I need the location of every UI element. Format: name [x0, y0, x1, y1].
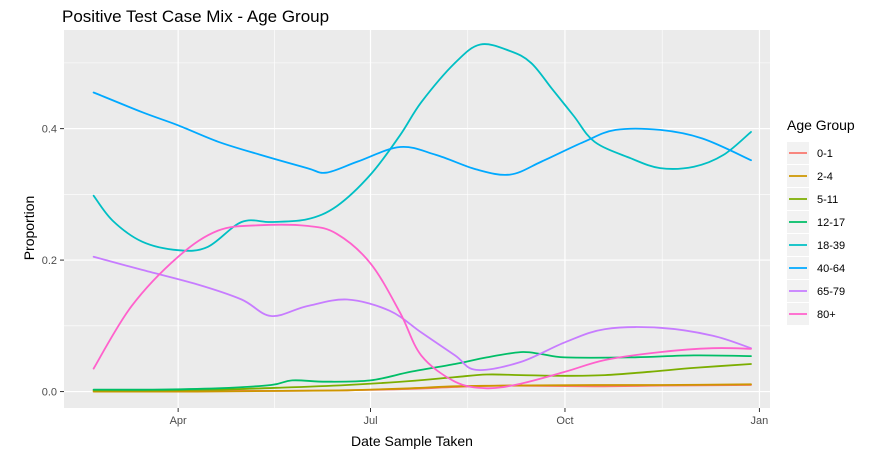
- legend-label-0-1: 0-1: [817, 148, 833, 160]
- series-line-80+: [92, 223, 752, 390]
- legend-label-80+: 80+: [817, 309, 836, 321]
- chart-title: Positive Test Case Mix - Age Group: [62, 7, 329, 26]
- series-line-2-4: [92, 383, 752, 393]
- y-axis-title: Proportion: [21, 196, 37, 261]
- y-tick-label: 0.2: [42, 255, 57, 267]
- y-tick-label: 0.0: [42, 387, 57, 399]
- legend-title: Age Group: [787, 117, 855, 133]
- x-tick-label: Oct: [556, 415, 573, 427]
- x-axis-title: Date Sample Taken: [351, 433, 473, 449]
- legend: Age Group 0-1 2-4 5-11 12-17 18-39 40-64 65-79…: [787, 117, 855, 325]
- plot-panel: [64, 30, 770, 408]
- y-tick-label: 0.4: [42, 124, 57, 136]
- x-axis: Apr Jul Oct Jan: [170, 408, 769, 427]
- legend-label-12-17: 12-17: [817, 217, 845, 229]
- legend-label-2-4: 2-4: [817, 171, 833, 183]
- series-line-5-11: [92, 363, 752, 392]
- legend-label-5-11: 5-11: [817, 194, 838, 206]
- series-line-18-39: [92, 43, 752, 252]
- y-axis: 0.0 0.2 0.4: [42, 124, 64, 399]
- series-layer: [92, 43, 752, 393]
- legend-label-18-39: 18-39: [817, 240, 845, 252]
- legend-label-65-79: 65-79: [817, 286, 845, 298]
- legend-label-40-64: 40-64: [817, 263, 845, 275]
- x-tick-label: Jul: [363, 415, 377, 427]
- series-line-65-79: [92, 255, 752, 371]
- x-tick-label: Jan: [751, 415, 769, 427]
- series-line-40-64: [92, 91, 752, 176]
- x-tick-label: Apr: [170, 415, 187, 427]
